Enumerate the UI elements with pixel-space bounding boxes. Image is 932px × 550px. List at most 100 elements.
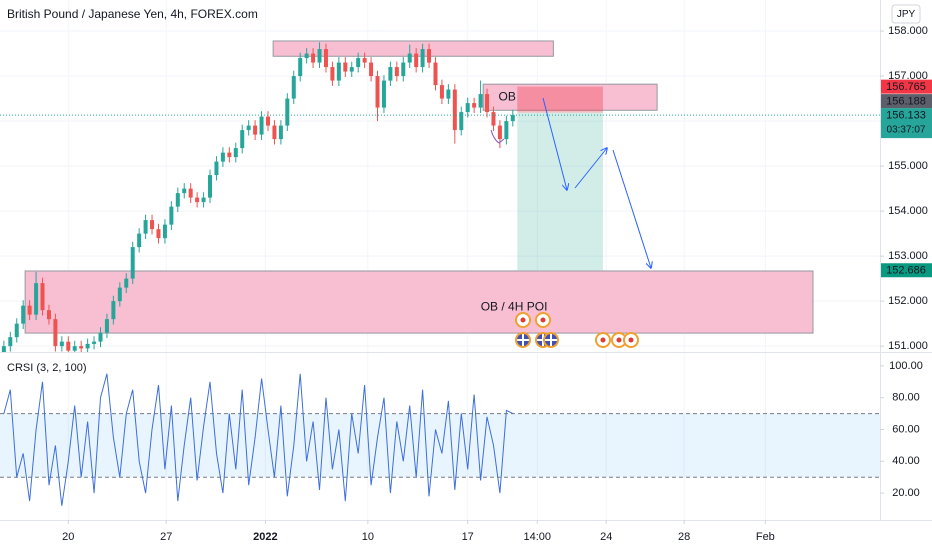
candle-body <box>124 278 129 288</box>
candle-body <box>323 49 328 68</box>
event-icon <box>543 332 559 348</box>
candle-body <box>265 116 270 126</box>
y-tick-label: 155.000 <box>888 160 928 172</box>
candle-body <box>201 197 206 203</box>
candle-body <box>34 283 39 315</box>
price-badge-label: 152.686 <box>886 265 926 277</box>
candle-body <box>150 220 155 230</box>
event-icon <box>595 332 611 348</box>
event-icon <box>515 332 531 348</box>
candle-body <box>72 346 77 351</box>
arrow <box>574 148 607 189</box>
currency-box[interactable] <box>891 4 921 24</box>
candle-body <box>452 89 457 131</box>
y-tick-label: 157.000 <box>888 70 928 82</box>
y-tick-label: 158.000 <box>888 25 928 37</box>
x-tick-label: 14:00 <box>524 531 552 543</box>
candle-body <box>427 49 432 63</box>
zone <box>24 270 814 334</box>
candle-body <box>298 58 303 77</box>
zone-label: OB / 4H POI <box>481 299 548 313</box>
candle-body <box>169 206 174 225</box>
candle-body <box>137 233 142 248</box>
candle-body <box>46 310 51 320</box>
candle-body <box>111 301 116 320</box>
candle-body <box>330 67 335 81</box>
candle-body <box>272 125 277 140</box>
candle-body <box>85 343 90 349</box>
candle-body <box>369 62 374 77</box>
price-badge <box>881 263 932 278</box>
x-tick-label: 2022 <box>253 531 277 543</box>
x-tick-label: 24 <box>600 531 612 543</box>
candle-body <box>343 62 348 72</box>
candle-body <box>433 62 438 86</box>
candle-body <box>188 188 193 198</box>
candle-body <box>246 125 251 131</box>
candle-body <box>66 341 71 351</box>
candle-body <box>278 125 283 140</box>
candle-body <box>240 130 245 149</box>
y-tick-label: 152.000 <box>888 295 928 307</box>
candle-body <box>317 49 322 63</box>
event-icon <box>515 312 531 328</box>
currency[interactable]: JPY <box>897 9 916 20</box>
candle-body <box>143 220 148 234</box>
candle-body <box>504 121 509 140</box>
candle-body <box>497 125 502 140</box>
candle-body <box>208 175 213 198</box>
candle-body <box>472 103 477 108</box>
x-tick-label: 17 <box>462 531 474 543</box>
zone <box>272 40 554 57</box>
candle-body <box>14 323 19 338</box>
x-tick-label: 10 <box>362 531 374 543</box>
position-risk <box>517 86 603 113</box>
drawings <box>490 97 651 268</box>
candle-body <box>59 341 64 347</box>
candle-body <box>156 229 161 239</box>
candle-body <box>53 319 58 347</box>
price-badge <box>881 79 932 94</box>
candle-body <box>27 305 32 315</box>
x-tick-label: 20 <box>62 531 74 543</box>
price-badge-label: 156.133 <box>886 110 926 122</box>
arrow <box>542 97 567 190</box>
candle-body <box>227 152 232 158</box>
candle-body <box>182 188 187 194</box>
countdown: 03:37:07 <box>887 125 926 136</box>
event-icon <box>623 332 639 348</box>
candle-body <box>21 305 26 324</box>
indicator-legend: CRSI (3, 2, 100) <box>7 362 86 374</box>
arrow <box>490 129 505 144</box>
y-tick-label: 153.000 <box>888 250 928 262</box>
zone-label: OB <box>498 89 515 103</box>
candle-body <box>485 94 490 113</box>
price-pane: OB OB / 4H POI <box>0 40 880 352</box>
y-tick-label: 100.00 <box>889 360 923 372</box>
candle-body <box>465 103 470 113</box>
candle-body <box>291 76 296 99</box>
candle-body <box>285 98 290 126</box>
candle-body <box>104 319 109 333</box>
candle-body <box>401 62 406 77</box>
candle-body <box>375 76 380 108</box>
candle-body <box>420 49 425 68</box>
position-reward <box>517 112 603 271</box>
x-tick-label: 27 <box>160 531 172 543</box>
x-tick-label: 28 <box>678 531 690 543</box>
y-tick-label: 60.00 <box>892 423 920 435</box>
candle-body <box>40 283 45 311</box>
price-badge-label: 156.188 <box>886 96 926 108</box>
price-badge <box>881 108 932 139</box>
candle-body <box>439 85 444 99</box>
candle-body <box>356 58 361 68</box>
price-badges: 156.133 03:37:07 156.188 156.765 152.686 <box>881 79 932 278</box>
candle-body <box>130 247 135 279</box>
zone <box>482 83 658 111</box>
candle-body <box>79 346 84 349</box>
events <box>515 312 639 348</box>
candle-body <box>381 80 386 108</box>
candle-body <box>388 67 393 81</box>
candle-body <box>349 67 354 72</box>
